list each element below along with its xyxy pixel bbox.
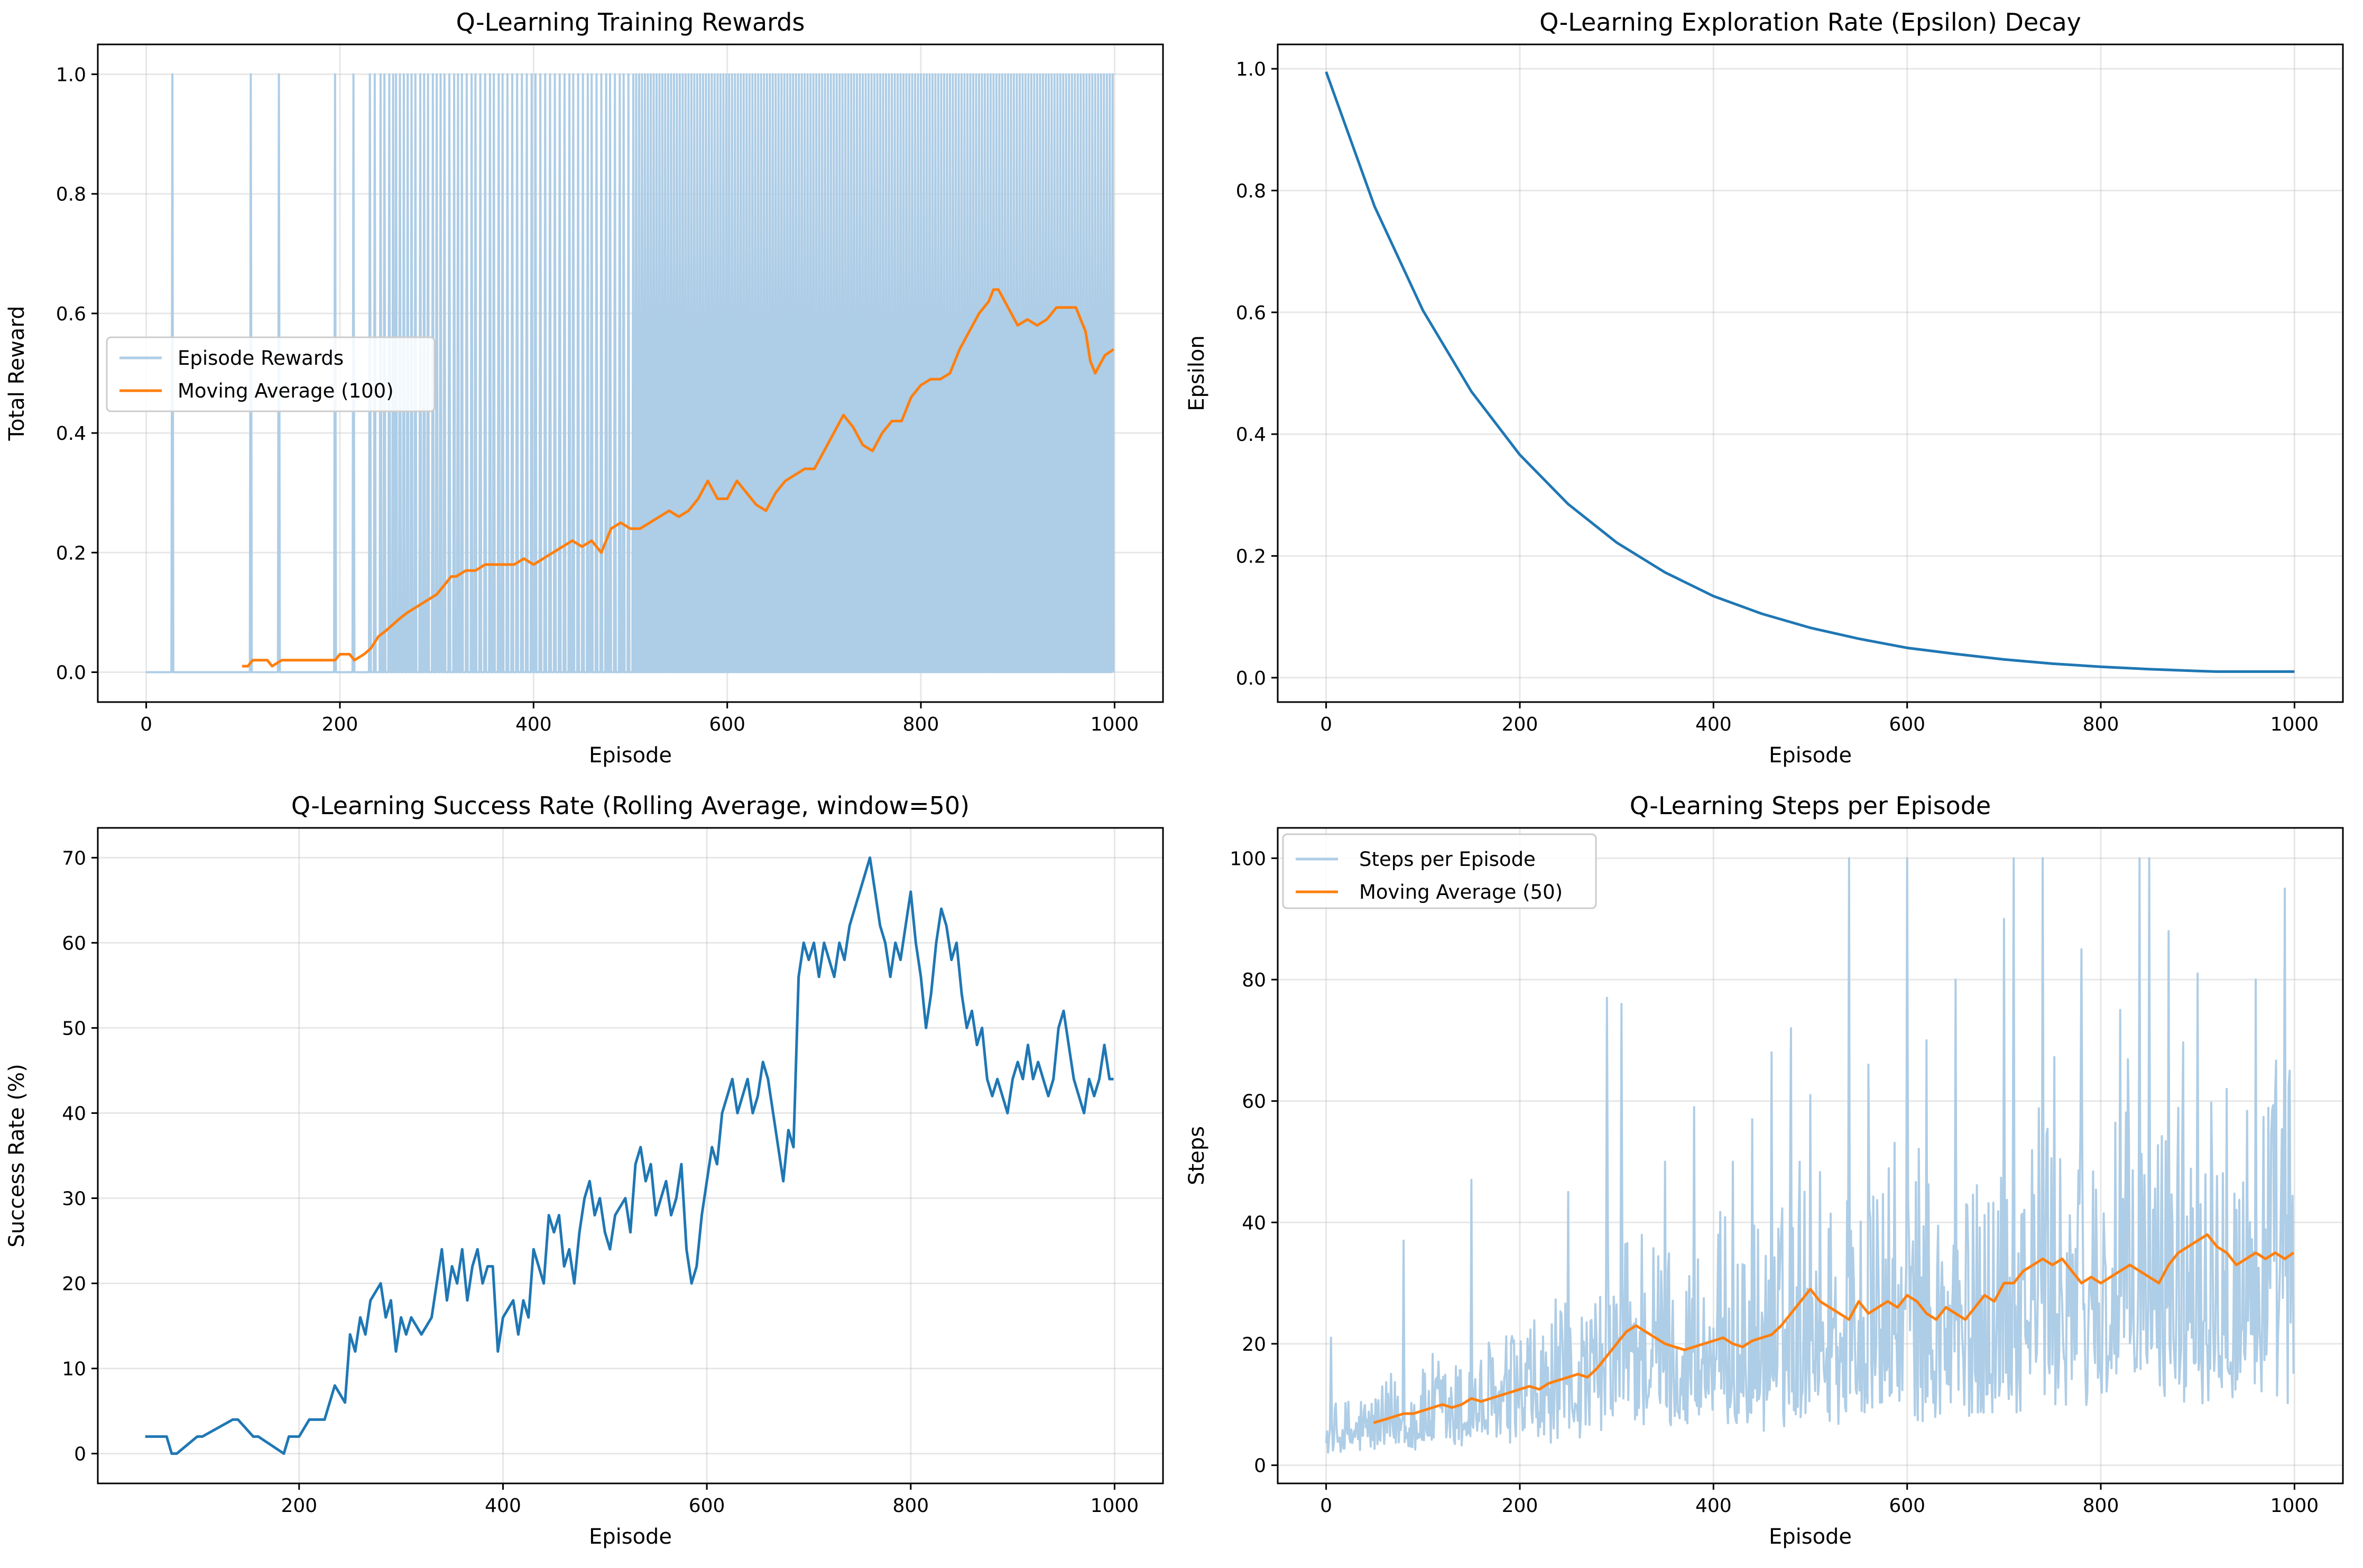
success-ytick-label: 60: [62, 933, 86, 954]
steps-legend-label-steps: Steps per Episode: [1359, 848, 1536, 871]
steps-xtick-label: 200: [1502, 1495, 1538, 1517]
success-ytick-label: 40: [62, 1103, 86, 1125]
rewards-xlabel: Episode: [589, 743, 672, 768]
success-ytick-label: 50: [62, 1018, 86, 1039]
steps-ytick-label: 40: [1242, 1212, 1266, 1234]
steps-axes-frame: [1277, 827, 2344, 1484]
success-plot-area: [145, 856, 1114, 1455]
success-ytick-label: 70: [62, 847, 86, 869]
rewards-ytick-label: 0.0: [56, 662, 86, 684]
chart-rewards: 0 200 400 600 800 1000 0.0 0.2 0.4 0.6 0.8 1.0 Q-Le…: [5, 8, 1164, 768]
success-xtick-label: 800: [892, 1495, 929, 1517]
steps-xtick-label: 600: [1889, 1495, 1925, 1517]
chart-steps: 0 200 400 600 800 1000 0 20 40 60 80 100 Q-Learning…: [1185, 791, 2344, 1549]
epsilon-ytick-label: 0.6: [1236, 302, 1266, 324]
steps-xtick-label: 400: [1695, 1495, 1732, 1517]
epsilon-xlabel: Episode: [1769, 743, 1852, 768]
chart-success: 200 400 600 800 1000 0 10 20 30 40 50 60 70 Q-Learni…: [5, 791, 1164, 1549]
epsilon-plot-area: [1325, 71, 2295, 673]
epsilon-ytick-label: 0.4: [1236, 424, 1266, 446]
steps-ylabel: Steps: [1185, 1126, 1209, 1185]
rewards-ylabel: Total Reward: [5, 306, 29, 441]
rewards-xtick-label: 800: [903, 714, 939, 735]
epsilon-xtick-label: 400: [1695, 714, 1732, 735]
steps-legend-label-ma: Moving Average (50): [1359, 881, 1563, 903]
epsilon-xtick-label: 0: [1320, 714, 1332, 735]
rewards-xtick-label: 1000: [1091, 714, 1139, 735]
rewards-title: Q-Learning Training Rewards: [456, 8, 805, 36]
epsilon-ytick-label: 1.0: [1236, 59, 1266, 80]
epsilon-xtick-label: 800: [2083, 714, 2119, 735]
epsilon-xtick-label: 200: [1502, 714, 1538, 735]
success-ticks: 200 400 600 800 1000 0 10 20 30 40 50 60 70: [62, 847, 1139, 1517]
success-xtick-label: 400: [485, 1495, 521, 1517]
rewards-ticks: 0 200 400 600 800 1000 0.0 0.2 0.4 0.6 0.8 1.0: [56, 64, 1139, 736]
rewards-ytick-label: 1.0: [56, 64, 86, 86]
success-xtick-label: 200: [281, 1495, 317, 1517]
success-ytick-label: 0: [74, 1444, 86, 1465]
steps-series-moving-average-50: [1373, 1233, 2295, 1424]
rewards-ytick-label: 0.8: [56, 184, 86, 206]
rewards-ytick-label: 0.6: [56, 303, 86, 325]
steps-ytick-label: 60: [1242, 1091, 1266, 1113]
steps-xtick-label: 1000: [2270, 1495, 2319, 1517]
success-grid: [98, 828, 1163, 1483]
steps-ytick-label: 0: [1254, 1455, 1266, 1477]
epsilon-ytick-label: 0.8: [1236, 180, 1266, 202]
steps-title: Q-Learning Steps per Episode: [1630, 791, 1991, 820]
rewards-ytick-label: 0.2: [56, 542, 86, 564]
success-ytick-label: 20: [62, 1274, 86, 1295]
rewards-ytick-label: 0.4: [56, 423, 86, 445]
chart-epsilon: 0 200 400 600 800 1000 0.0 0.2 0.4 0.6 0.8 1.0 Q-Le…: [1185, 8, 2344, 768]
steps-ticks: 0 200 400 600 800 1000 0 20 40 60 80 100: [1230, 848, 2319, 1517]
epsilon-title: Q-Learning Exploration Rate (Epsilon) De…: [1539, 8, 2081, 36]
rewards-xtick-label: 400: [515, 714, 552, 735]
steps-xtick-label: 0: [1320, 1495, 1332, 1517]
steps-ytick-label: 100: [1230, 848, 1266, 870]
epsilon-series-line: [1325, 71, 2295, 673]
rewards-legend-label-episode: Episode Rewards: [178, 347, 344, 370]
steps-xlabel: Episode: [1769, 1525, 1852, 1549]
steps-xtick-label: 800: [2083, 1495, 2119, 1517]
success-ylabel: Success Rate (%): [5, 1064, 29, 1247]
rewards-plot-area: [146, 73, 1115, 674]
success-xtick-label: 1000: [1091, 1495, 1139, 1517]
rewards-axes-frame: [97, 43, 1164, 703]
steps-ytick-label: 80: [1242, 970, 1266, 991]
steps-ytick-label: 20: [1242, 1334, 1266, 1355]
rewards-legend-label-ma: Moving Average (100): [178, 380, 394, 402]
epsilon-ticks: 0 200 400 600 800 1000 0.0 0.2 0.4 0.6 0.8 1.0: [1236, 59, 2319, 735]
rewards-series-moving-average-100: [242, 288, 1115, 668]
epsilon-grid: [1278, 44, 2343, 702]
epsilon-ylabel: Epsilon: [1185, 335, 1209, 411]
steps-series-steps-per-episode: [1325, 857, 2295, 1454]
success-series-line: [145, 856, 1114, 1455]
rewards-series-episode-rewards: [146, 73, 1115, 674]
rewards-legend: Episode Rewards Moving Average (100): [106, 336, 436, 412]
rewards-xtick-label: 200: [322, 714, 358, 735]
steps-plot-area: [1325, 857, 2295, 1454]
epsilon-axes-frame: [1277, 43, 2344, 703]
steps-legend-box: [1282, 833, 1597, 909]
steps-legend: Steps per Episode Moving Average (50): [1282, 833, 1597, 909]
success-title: Q-Learning Success Rate (Rolling Average…: [291, 791, 970, 820]
success-ytick-label: 30: [62, 1188, 86, 1210]
epsilon-xtick-label: 1000: [2270, 714, 2319, 735]
success-ytick-label: 10: [62, 1359, 86, 1380]
epsilon-xtick-label: 600: [1889, 714, 1925, 735]
epsilon-ytick-label: 0.0: [1236, 668, 1266, 689]
rewards-xtick-label: 0: [140, 714, 152, 735]
success-xtick-label: 600: [689, 1495, 725, 1517]
epsilon-ytick-label: 0.2: [1236, 546, 1266, 568]
rewards-xtick-label: 600: [709, 714, 745, 735]
success-axes-frame: [97, 827, 1164, 1484]
success-xlabel: Episode: [589, 1525, 672, 1549]
rewards-legend-box: [106, 336, 436, 412]
